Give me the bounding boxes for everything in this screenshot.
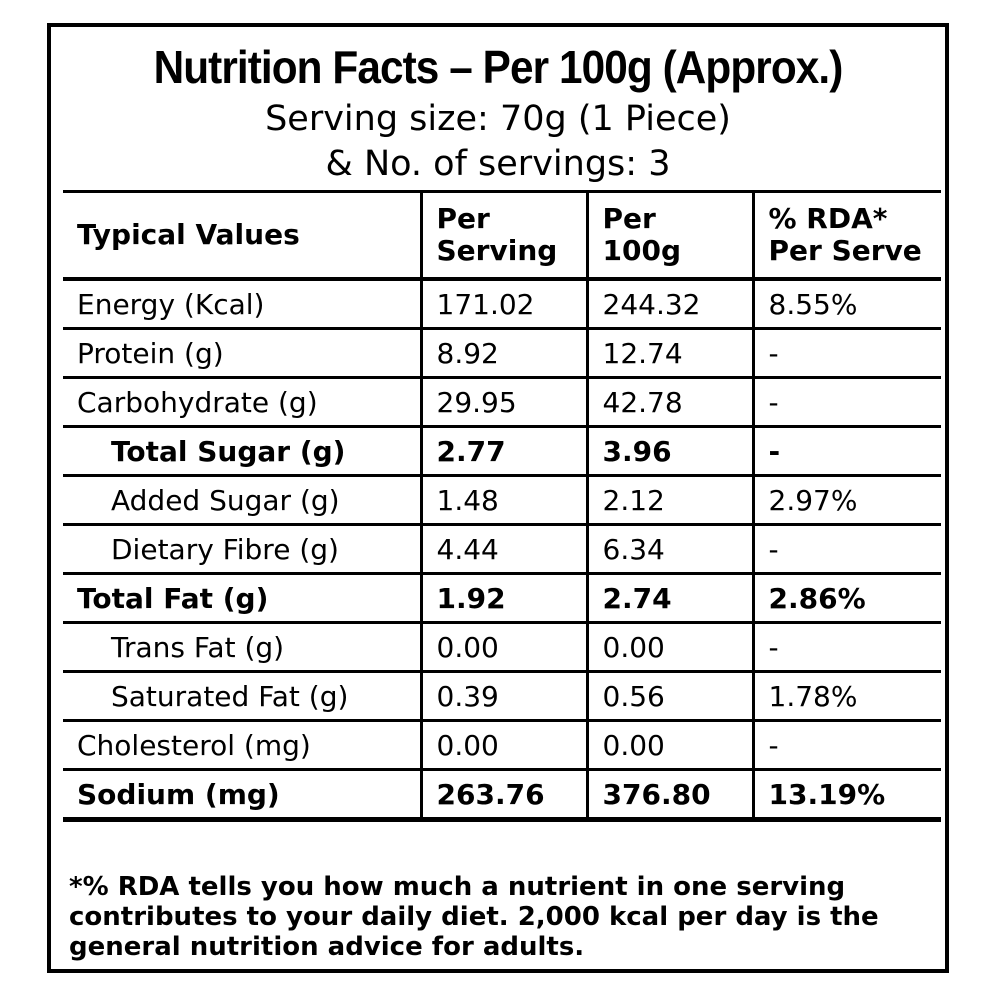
table-row: Added Sugar (g) 1.48 2.12 2.97% — [63, 474, 941, 526]
page-title: Nutrition Facts – Per 100g (Approx.) — [153, 41, 844, 93]
per-100g-value: 42.78 — [585, 376, 755, 428]
table-row: Saturated Fat (g) 0.39 0.56 1.78% — [63, 670, 941, 722]
table-row: Cholesterol (mg) 0.00 0.00 - — [63, 719, 941, 771]
nutrition-facts-panel: Nutrition Facts – Per 100g (Approx.) Ser… — [47, 23, 949, 973]
nutrition-table: Typical Values Per Serving Per 100g % RDA*… — [63, 190, 941, 822]
per-100g-value: 0.00 — [585, 719, 755, 771]
rda-value: - — [751, 523, 941, 575]
rda-value: - — [751, 425, 941, 477]
table-row: Trans Fat (g) 0.00 0.00 - — [63, 621, 941, 673]
per-100g-value: 6.34 — [585, 523, 755, 575]
rda-footnote: *% RDA tells you how much a nutrient in … — [69, 872, 879, 962]
nutrient-name: Dietary Fibre (g) — [63, 523, 423, 575]
rda-value: - — [751, 327, 941, 379]
table-row: Sodium (mg) 263.76 376.80 13.19% — [63, 768, 941, 822]
serving-size: Serving size: 70g (1 Piece) — [265, 99, 731, 139]
per-serving-value: 1.92 — [419, 572, 589, 624]
rda-value: 8.55% — [751, 277, 941, 330]
servings-count: & No. of servings: 3 — [325, 144, 671, 184]
per-serving-value: 0.00 — [419, 719, 589, 771]
per-serving-value: 171.02 — [419, 277, 589, 330]
per-100g-value: 376.80 — [585, 768, 755, 822]
per-100g-value: 2.12 — [585, 474, 755, 526]
rda-value: 1.78% — [751, 670, 941, 722]
table-row: Total Fat (g) 1.92 2.74 2.86% — [63, 572, 941, 624]
table-row: Carbohydrate (g) 29.95 42.78 - — [63, 376, 941, 428]
per-serving-value: 4.44 — [419, 523, 589, 575]
per-100g-value: 3.96 — [585, 425, 755, 477]
nutrient-name: Protein (g) — [63, 327, 423, 379]
column-header-per-serving: Per Serving — [419, 190, 589, 281]
rda-value: 13.19% — [751, 768, 941, 822]
per-100g-value: 0.00 — [585, 621, 755, 673]
nutrient-name: Carbohydrate (g) — [63, 376, 423, 428]
nutrient-name: Trans Fat (g) — [63, 621, 423, 673]
table-row: Protein (g) 8.92 12.74 - — [63, 327, 941, 379]
column-header-rda: % RDA* Per Serve — [751, 190, 941, 281]
nutrient-name: Saturated Fat (g) — [63, 670, 423, 722]
per-100g-value: 12.74 — [585, 327, 755, 379]
table-header-row: Typical Values Per Serving Per 100g % RDA*… — [63, 190, 941, 281]
per-serving-value: 0.39 — [419, 670, 589, 722]
per-serving-value: 263.76 — [419, 768, 589, 822]
nutrient-name: Sodium (mg) — [63, 768, 423, 822]
per-serving-value: 2.77 — [419, 425, 589, 477]
table-row: Dietary Fibre (g) 4.44 6.34 - — [63, 523, 941, 575]
rda-value: 2.86% — [751, 572, 941, 624]
rda-value: - — [751, 719, 941, 771]
per-100g-value: 244.32 — [585, 277, 755, 330]
per-serving-value: 29.95 — [419, 376, 589, 428]
table-row: Total Sugar (g) 2.77 3.96 - — [63, 425, 941, 477]
nutrient-name: Total Fat (g) — [63, 572, 423, 624]
column-header-typical-values: Typical Values — [63, 190, 423, 281]
column-header-per-100g: Per 100g — [585, 190, 755, 281]
table-row: Energy (Kcal) 171.02 244.32 8.55% — [63, 277, 941, 330]
nutrient-name: Total Sugar (g) — [63, 425, 423, 477]
rda-value: 2.97% — [751, 474, 941, 526]
per-serving-value: 1.48 — [419, 474, 589, 526]
nutrient-name: Energy (Kcal) — [63, 277, 423, 330]
rda-value: - — [751, 376, 941, 428]
rda-value: - — [751, 621, 941, 673]
per-100g-value: 0.56 — [585, 670, 755, 722]
nutrient-name: Added Sugar (g) — [63, 474, 423, 526]
per-serving-value: 8.92 — [419, 327, 589, 379]
per-100g-value: 2.74 — [585, 572, 755, 624]
per-serving-value: 0.00 — [419, 621, 589, 673]
nutrient-name: Cholesterol (mg) — [63, 719, 423, 771]
